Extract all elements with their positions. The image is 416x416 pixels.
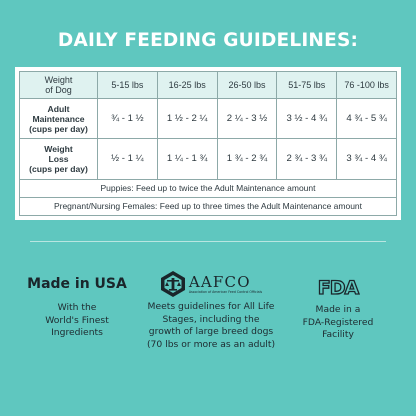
aafco-logo-text: AAFCO [188,273,251,291]
table-header-row: Weight of Dog 5-15 lbs 16-25 lbs 26-50 l… [19,70,397,100]
fda-badge: FDA Made in a FDA-Registered Facility [282,273,394,342]
weight-of-dog-header: Weight of Dog [19,70,98,100]
feeding-guidelines-table: Weight of Dog 5-15 lbs 16-25 lbs 26-50 l… [15,67,401,220]
column-header: 5-15 lbs [97,70,158,100]
section-divider [30,241,386,242]
made-in-usa-desc: With the World's Finest Ingredients [45,302,109,338]
table-cell: 2 ¼ - 3 ½ [216,98,278,140]
column-header: 76 -100 lbs [336,70,397,100]
table-cell: 3 ¾ - 4 ¾ [336,138,397,180]
table-cell: ½ - 1 ¼ [97,138,158,180]
fda-logo: FDA [282,273,394,298]
table-cell: 1 ¾ - 2 ¾ [216,138,278,180]
table-row-weight-loss: Weight Loss (cups per day) ½ - 1 ¼ 1 ¼ -… [19,138,397,180]
aafco-logo-subtext: Association of American Feed Control Off… [188,290,263,294]
aafco-seal-icon [160,271,185,297]
table-note-row: Pregnant/Nursing Females: Feed up to thr… [19,196,397,217]
table-cell: 2 ¾ - 3 ¾ [276,138,338,180]
table-cell: 1 ¼ - 1 ¾ [156,138,218,180]
page-title: DAILY FEEDING GUIDELINES: [57,30,359,51]
fda-logo-icon: FDA [317,276,360,298]
column-header: 51-75 lbs [276,70,338,100]
table-cell: 4 ¾ - 5 ¾ [336,98,397,140]
row-label: Weight Loss (cups per day) [19,138,98,180]
column-header: 26-50 lbs [216,70,278,100]
made-in-usa-badge: Made in USA With the World's Finest Ingr… [18,276,136,340]
aafco-desc: Meets guidelines for All Life Stages, in… [146,301,276,350]
aafco-logo: AAFCO Association of American Feed Contr… [135,270,287,298]
table-row-adult-maintenance: Adult Maintenance (cups per day) ¾ - 1 ½… [19,98,397,140]
puppies-note: Puppies: Feed up to twice the Adult Main… [19,178,397,198]
table-cell: 1 ½ - 2 ¼ [156,98,218,140]
aafco-badge: AAFCO Association of American Feed Contr… [135,270,287,351]
fda-logo-text: FDA [318,277,360,298]
row-label: Adult Maintenance (cups per day) [19,98,98,140]
table-cell: 3 ½ - 4 ¾ [276,98,338,140]
fda-desc: Made in a FDA-Registered Facility [302,304,374,340]
pregnant-nursing-note: Pregnant/Nursing Females: Feed up to thr… [19,196,397,217]
table-cell: ¾ - 1 ½ [97,98,158,140]
made-in-usa-title: Made in USA [27,276,127,292]
table-note-row: Puppies: Feed up to twice the Adult Main… [19,178,397,198]
column-header: 16-25 lbs [156,70,218,100]
